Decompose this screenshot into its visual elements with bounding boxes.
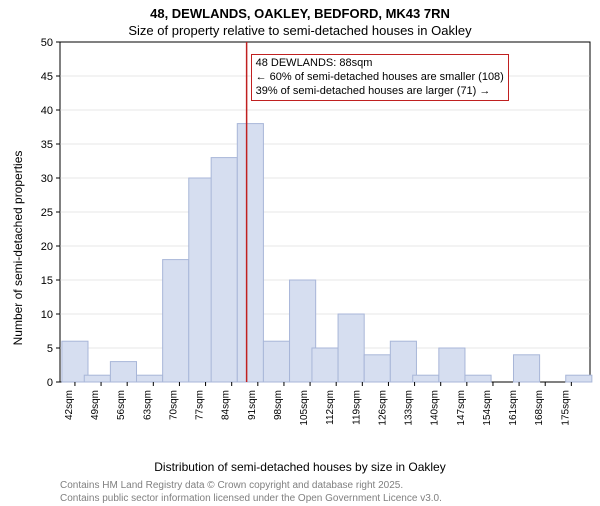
svg-text:161sqm: 161sqm	[508, 390, 519, 426]
svg-text:63sqm: 63sqm	[142, 390, 153, 420]
reference-annotation: 48 DEWLANDS: 88sqm ← 60% of semi-detache…	[251, 54, 509, 101]
svg-text:42sqm: 42sqm	[64, 390, 75, 420]
svg-text:175sqm: 175sqm	[560, 390, 571, 426]
svg-text:112sqm: 112sqm	[325, 390, 336, 425]
svg-text:49sqm: 49sqm	[90, 390, 101, 420]
svg-text:91sqm: 91sqm	[247, 390, 258, 420]
title-line2: Size of property relative to semi-detach…	[0, 23, 600, 38]
svg-text:20: 20	[41, 241, 53, 253]
svg-text:168sqm: 168sqm	[534, 390, 545, 426]
footer-line1: Contains HM Land Registry data © Crown c…	[60, 480, 600, 493]
annotation-line2: ← 60% of semi-detached houses are smalle…	[256, 71, 504, 85]
svg-text:15: 15	[41, 275, 53, 287]
svg-text:133sqm: 133sqm	[404, 390, 415, 426]
svg-text:119sqm: 119sqm	[351, 390, 362, 425]
svg-text:77sqm: 77sqm	[195, 390, 206, 420]
svg-text:84sqm: 84sqm	[221, 390, 232, 420]
svg-text:154sqm: 154sqm	[482, 390, 493, 426]
footer-line2: Contains public sector information licen…	[60, 493, 600, 506]
x-axis-label: Distribution of semi-detached houses by …	[0, 460, 600, 474]
svg-text:0: 0	[47, 377, 53, 389]
svg-text:126sqm: 126sqm	[377, 390, 388, 426]
svg-text:56sqm: 56sqm	[116, 390, 127, 420]
annotation-line1: 48 DEWLANDS: 88sqm	[256, 57, 504, 71]
footer: Contains HM Land Registry data © Crown c…	[60, 480, 600, 505]
svg-text:105sqm: 105sqm	[299, 390, 310, 426]
svg-text:40: 40	[41, 105, 53, 117]
svg-text:45: 45	[41, 71, 53, 83]
annotation-line3: 39% of semi-detached houses are larger (…	[256, 85, 504, 99]
svg-text:70sqm: 70sqm	[168, 390, 179, 420]
svg-text:140sqm: 140sqm	[430, 390, 441, 426]
svg-text:35: 35	[41, 139, 53, 151]
svg-text:10: 10	[41, 309, 53, 321]
title-line1: 48, DEWLANDS, OAKLEY, BEDFORD, MK43 7RN	[0, 6, 600, 21]
svg-text:98sqm: 98sqm	[273, 390, 284, 420]
svg-text:30: 30	[41, 173, 53, 185]
svg-text:25: 25	[41, 207, 53, 219]
svg-text:147sqm: 147sqm	[456, 390, 467, 426]
svg-text:50: 50	[41, 38, 53, 49]
y-axis-label: Number of semi-detached properties	[11, 151, 25, 346]
chart-container: Number of semi-detached properties 0 5 10 1…	[0, 38, 600, 458]
svg-text:5: 5	[47, 343, 53, 355]
